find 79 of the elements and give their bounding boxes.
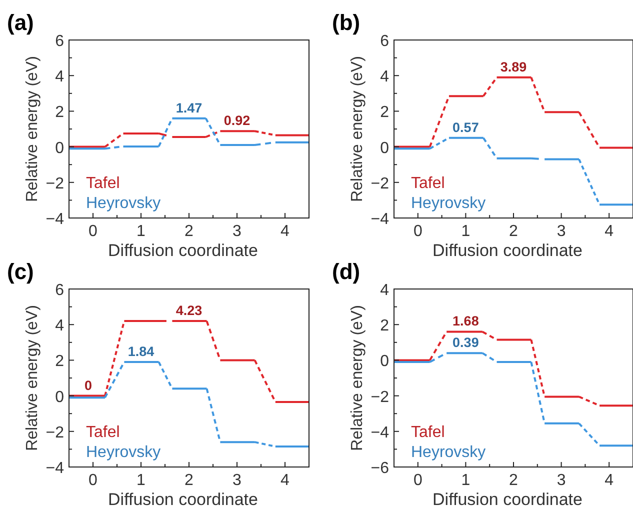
y-tick-label: 2 xyxy=(55,353,64,370)
text: Tafel xyxy=(411,424,445,441)
y-tick-label: 4 xyxy=(380,282,390,299)
x-tick-label: 0 xyxy=(88,223,98,240)
y-tick-label: −2 xyxy=(370,388,390,406)
x-tick-label: 2 xyxy=(509,472,518,489)
annotation: 4.23 xyxy=(176,303,203,318)
text: Heyrovsky xyxy=(86,195,161,212)
y-tick-label: 0 xyxy=(380,353,390,370)
x-tick-label: 3 xyxy=(232,223,242,240)
x-tick-label: 4 xyxy=(280,472,290,489)
annotation: 3.89 xyxy=(500,59,527,74)
y-tick-label: −4 xyxy=(46,211,64,228)
x-tick-label: 1 xyxy=(136,472,146,489)
y-tick-label: −2 xyxy=(370,175,390,192)
x-tick-label: 2 xyxy=(184,223,194,240)
x-tick-label: 1 xyxy=(136,223,146,240)
annotation: 0.39 xyxy=(452,335,479,350)
text: Heyrovsky xyxy=(86,444,161,461)
y-axis-title: Relative energy (eV) xyxy=(24,56,41,202)
x-tick-label: 0 xyxy=(88,472,98,489)
y-tick-label: −2 xyxy=(46,175,64,192)
annotation: 0 xyxy=(84,378,92,393)
y-tick-label: 4 xyxy=(55,68,64,86)
y-tick-label: −4 xyxy=(370,211,390,228)
series-label: Tafel xyxy=(86,424,120,441)
x-tick-label: 2 xyxy=(184,472,194,489)
x-tick-label: 3 xyxy=(556,223,566,240)
y-tick-label: −6 xyxy=(370,460,390,477)
chart-title: (b) xyxy=(332,10,360,35)
y-axis-title: Relative energy (eV) xyxy=(349,56,366,202)
annotation: 1.47 xyxy=(176,100,202,116)
x-tick-label: 4 xyxy=(604,472,614,489)
y-axis-title: Relative energy (eV) xyxy=(24,305,41,451)
text: Heyrovsky xyxy=(411,444,486,461)
line-series xyxy=(394,76,633,149)
x-axis-title: Diffusion coordinate xyxy=(108,490,258,509)
y-tick-label: 4 xyxy=(55,318,64,335)
y-tick-label: 2 xyxy=(380,104,390,122)
y-axis-title: Relative energy (eV) xyxy=(349,305,366,451)
x-tick-label: 1 xyxy=(461,472,470,489)
annotation: 1.84 xyxy=(128,344,155,359)
annotation: 1.68 xyxy=(452,314,480,329)
y-tick-label: 6 xyxy=(380,33,390,50)
y-tick-label: 0 xyxy=(55,388,64,406)
text: Heyrovsky xyxy=(411,195,486,212)
line-series xyxy=(69,320,309,404)
x-axis-title: Diffusion coordinate xyxy=(432,241,582,260)
y-tick-label: 4 xyxy=(380,68,390,86)
line-series xyxy=(394,330,633,407)
x-tick-label: 1 xyxy=(461,223,470,240)
y-tick-label: 0 xyxy=(380,140,390,157)
line-series xyxy=(394,352,633,447)
series-label: Tafel xyxy=(411,175,445,192)
y-tick-label: 0 xyxy=(55,140,64,157)
x-tick-label: 0 xyxy=(413,223,422,240)
y-tick-label: 6 xyxy=(55,33,64,50)
chart-title: (d) xyxy=(332,259,360,284)
x-tick-label: 3 xyxy=(232,472,242,489)
x-tick-label: 4 xyxy=(280,223,290,240)
y-tick-label: −4 xyxy=(370,424,390,442)
chart-title: (a) xyxy=(7,10,34,35)
y-tick-label: 2 xyxy=(380,318,390,335)
x-axis-title: Diffusion coordinate xyxy=(108,241,258,260)
annotation: 0.92 xyxy=(224,113,250,128)
annotation: 0.57 xyxy=(452,120,479,135)
line-series xyxy=(69,117,309,150)
chart-title: (c) xyxy=(7,259,34,284)
line-series xyxy=(69,130,309,148)
x-tick-label: 4 xyxy=(604,223,614,240)
y-tick-label: 2 xyxy=(55,104,64,122)
x-tick-label: 2 xyxy=(509,223,518,240)
x-tick-label: 0 xyxy=(413,472,422,489)
x-axis-title: Diffusion coordinate xyxy=(432,490,582,509)
x-tick-label: 3 xyxy=(556,472,566,489)
y-tick-label: −4 xyxy=(46,460,64,477)
series-label: Tafel xyxy=(86,175,120,192)
y-tick-label: 6 xyxy=(55,282,64,299)
y-tick-label: −2 xyxy=(46,424,64,442)
